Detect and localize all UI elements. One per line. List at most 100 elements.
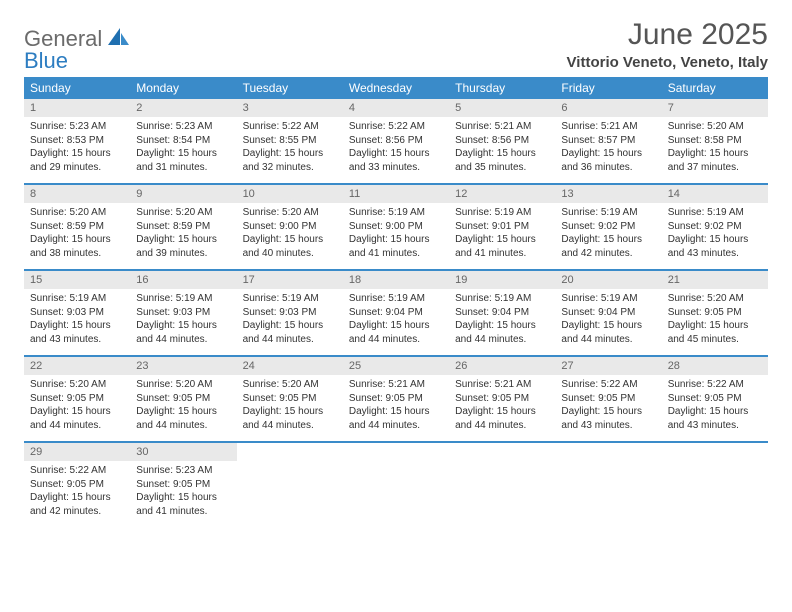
sunrise-text: Sunrise: 5:22 AM (561, 378, 655, 392)
daylight-text: Daylight: 15 hours and 43 minutes. (668, 233, 762, 260)
day-content-cell: Sunrise: 5:22 AMSunset: 9:05 PMDaylight:… (555, 375, 661, 441)
daylight-text: Daylight: 15 hours and 45 minutes. (668, 319, 762, 346)
day-number-cell: 6 (555, 99, 661, 117)
day-content-cell: Sunrise: 5:21 AMSunset: 9:05 PMDaylight:… (449, 375, 555, 441)
day-content-cell: Sunrise: 5:20 AMSunset: 9:05 PMDaylight:… (662, 289, 768, 355)
sunrise-text: Sunrise: 5:20 AM (30, 206, 124, 220)
sunset-text: Sunset: 9:02 PM (561, 220, 655, 234)
daylight-text: Daylight: 15 hours and 42 minutes. (30, 491, 124, 518)
day-content-cell: Sunrise: 5:23 AMSunset: 8:54 PMDaylight:… (130, 117, 236, 183)
day-content-cell: Sunrise: 5:20 AMSunset: 8:59 PMDaylight:… (130, 203, 236, 269)
sunset-text: Sunset: 8:54 PM (136, 134, 230, 148)
sunrise-text: Sunrise: 5:19 AM (561, 292, 655, 306)
sunrise-text: Sunrise: 5:22 AM (349, 120, 443, 134)
day-content-cell: Sunrise: 5:19 AMSunset: 9:02 PMDaylight:… (555, 203, 661, 269)
day-number-cell: 1 (24, 99, 130, 117)
day-number-cell (343, 443, 449, 461)
day-header-cell: Wednesday (343, 77, 449, 99)
sunrise-text: Sunrise: 5:19 AM (668, 206, 762, 220)
day-content-cell: Sunrise: 5:19 AMSunset: 9:03 PMDaylight:… (237, 289, 343, 355)
day-number-cell: 21 (662, 271, 768, 289)
daylight-text: Daylight: 15 hours and 41 minutes. (455, 233, 549, 260)
day-number-cell: 24 (237, 357, 343, 375)
page-header: General June 2025 Vittorio Veneto, Venet… (24, 18, 768, 71)
calendar-body: 1234567Sunrise: 5:23 AMSunset: 8:53 PMDa… (24, 99, 768, 527)
day-number-cell: 4 (343, 99, 449, 117)
brand-part2-wrap: Blue (24, 48, 68, 74)
day-header-cell: Saturday (662, 77, 768, 99)
sunrise-text: Sunrise: 5:20 AM (668, 120, 762, 134)
day-number-cell: 25 (343, 357, 449, 375)
sunrise-text: Sunrise: 5:21 AM (561, 120, 655, 134)
sunrise-text: Sunrise: 5:19 AM (136, 292, 230, 306)
day-content-cell: Sunrise: 5:23 AMSunset: 8:53 PMDaylight:… (24, 117, 130, 183)
day-number-cell: 20 (555, 271, 661, 289)
sunrise-text: Sunrise: 5:22 AM (243, 120, 337, 134)
day-content-cell: Sunrise: 5:20 AMSunset: 9:05 PMDaylight:… (130, 375, 236, 441)
day-content-cell: Sunrise: 5:19 AMSunset: 9:04 PMDaylight:… (555, 289, 661, 355)
day-content-cell: Sunrise: 5:20 AMSunset: 9:00 PMDaylight:… (237, 203, 343, 269)
daylight-text: Daylight: 15 hours and 39 minutes. (136, 233, 230, 260)
sunset-text: Sunset: 8:56 PM (455, 134, 549, 148)
daylight-text: Daylight: 15 hours and 29 minutes. (30, 147, 124, 174)
day-header-cell: Tuesday (237, 77, 343, 99)
day-number-cell (555, 443, 661, 461)
day-number-cell: 11 (343, 185, 449, 203)
day-content-row: Sunrise: 5:22 AMSunset: 9:05 PMDaylight:… (24, 461, 768, 527)
day-number-cell: 14 (662, 185, 768, 203)
sunrise-text: Sunrise: 5:19 AM (349, 292, 443, 306)
sunset-text: Sunset: 9:05 PM (455, 392, 549, 406)
daylight-text: Daylight: 15 hours and 44 minutes. (243, 319, 337, 346)
day-number-row: 15161718192021 (24, 271, 768, 289)
day-number-cell: 27 (555, 357, 661, 375)
day-header-row: SundayMondayTuesdayWednesdayThursdayFrid… (24, 77, 768, 99)
daylight-text: Daylight: 15 hours and 31 minutes. (136, 147, 230, 174)
title-block: June 2025 Vittorio Veneto, Veneto, Italy (567, 18, 768, 71)
day-content-cell: Sunrise: 5:21 AMSunset: 8:56 PMDaylight:… (449, 117, 555, 183)
daylight-text: Daylight: 15 hours and 33 minutes. (349, 147, 443, 174)
daylight-text: Daylight: 15 hours and 44 minutes. (30, 405, 124, 432)
sunset-text: Sunset: 9:00 PM (349, 220, 443, 234)
day-number-row: 1234567 (24, 99, 768, 117)
day-number-cell: 9 (130, 185, 236, 203)
sunset-text: Sunset: 9:05 PM (30, 478, 124, 492)
day-header-cell: Monday (130, 77, 236, 99)
day-content-cell: Sunrise: 5:19 AMSunset: 9:03 PMDaylight:… (24, 289, 130, 355)
day-number-cell: 23 (130, 357, 236, 375)
sunset-text: Sunset: 9:05 PM (136, 478, 230, 492)
day-content-row: Sunrise: 5:19 AMSunset: 9:03 PMDaylight:… (24, 289, 768, 355)
daylight-text: Daylight: 15 hours and 41 minutes. (136, 491, 230, 518)
day-number-cell: 7 (662, 99, 768, 117)
day-number-cell (662, 443, 768, 461)
month-title: June 2025 (567, 18, 768, 52)
daylight-text: Daylight: 15 hours and 32 minutes. (243, 147, 337, 174)
sunrise-text: Sunrise: 5:21 AM (455, 120, 549, 134)
sunrise-text: Sunrise: 5:21 AM (455, 378, 549, 392)
day-content-cell (343, 461, 449, 527)
sunrise-text: Sunrise: 5:22 AM (668, 378, 762, 392)
daylight-text: Daylight: 15 hours and 44 minutes. (349, 405, 443, 432)
day-content-cell (662, 461, 768, 527)
day-content-cell: Sunrise: 5:19 AMSunset: 9:02 PMDaylight:… (662, 203, 768, 269)
sunrise-text: Sunrise: 5:23 AM (30, 120, 124, 134)
day-number-cell: 17 (237, 271, 343, 289)
day-content-cell: Sunrise: 5:20 AMSunset: 9:05 PMDaylight:… (237, 375, 343, 441)
sunset-text: Sunset: 9:00 PM (243, 220, 337, 234)
day-content-cell (555, 461, 661, 527)
daylight-text: Daylight: 15 hours and 44 minutes. (455, 405, 549, 432)
sunset-text: Sunset: 9:03 PM (243, 306, 337, 320)
sunset-text: Sunset: 8:59 PM (136, 220, 230, 234)
daylight-text: Daylight: 15 hours and 43 minutes. (561, 405, 655, 432)
sunrise-text: Sunrise: 5:23 AM (136, 464, 230, 478)
daylight-text: Daylight: 15 hours and 35 minutes. (455, 147, 549, 174)
calendar-table: SundayMondayTuesdayWednesdayThursdayFrid… (24, 77, 768, 527)
day-content-row: Sunrise: 5:23 AMSunset: 8:53 PMDaylight:… (24, 117, 768, 183)
sunrise-text: Sunrise: 5:19 AM (561, 206, 655, 220)
day-number-row: 891011121314 (24, 185, 768, 203)
daylight-text: Daylight: 15 hours and 43 minutes. (668, 405, 762, 432)
sunset-text: Sunset: 9:05 PM (136, 392, 230, 406)
day-content-cell (449, 461, 555, 527)
sunset-text: Sunset: 8:56 PM (349, 134, 443, 148)
day-number-row: 22232425262728 (24, 357, 768, 375)
day-number-cell: 26 (449, 357, 555, 375)
